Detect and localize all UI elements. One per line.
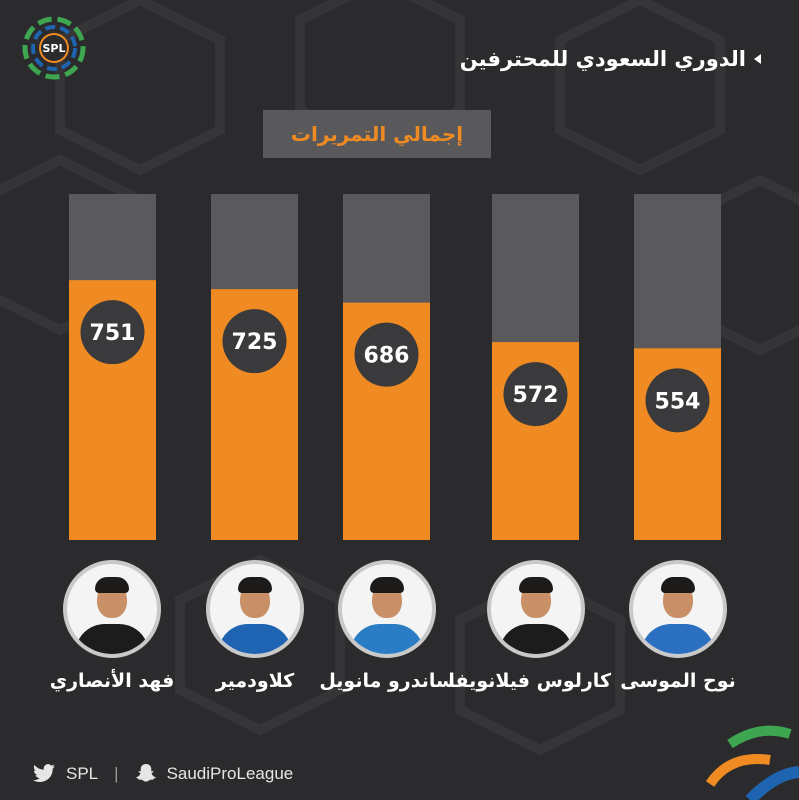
player-photo xyxy=(63,560,161,658)
player-card: كلاودمير xyxy=(180,560,330,692)
player-photo xyxy=(629,560,727,658)
metric-title: إجمالي التمريرات xyxy=(290,122,464,146)
value-label: 572 xyxy=(513,383,559,408)
value-badge xyxy=(645,368,710,433)
player-photo xyxy=(487,560,585,658)
value-badge xyxy=(503,362,568,427)
snapchat-handle: SaudiProLeague xyxy=(166,764,294,783)
player-photo xyxy=(338,560,436,658)
player-name: كلاودمير xyxy=(215,670,295,692)
value-badge xyxy=(222,309,287,374)
value-badge xyxy=(80,300,145,365)
value-badge xyxy=(354,322,419,387)
bullet-triangle-icon xyxy=(754,54,761,64)
bar-chart-svg: 751 725 686 572 554 xyxy=(69,194,721,540)
value-label: 725 xyxy=(232,330,278,355)
footer-separator: | xyxy=(114,764,119,783)
player-name: ساندرو مانويل xyxy=(319,670,455,692)
footer: SPL | SaudiProLeague xyxy=(32,762,293,786)
twitter-icon xyxy=(33,764,55,783)
bar-chart: 751 725 686 572 554 xyxy=(69,194,721,540)
metric-title-box: إجمالي التمريرات xyxy=(263,110,491,158)
value-label: 686 xyxy=(364,344,410,369)
logo-text: SPL xyxy=(43,42,66,55)
value-label: 751 xyxy=(90,321,136,346)
player-photo xyxy=(206,560,304,658)
player-card: ساندرو مانويل xyxy=(312,560,462,692)
twitter-handle: SPL xyxy=(66,764,99,783)
player-row: فهد الأنصاري كلاودمير ساندرو مانويل كارلوس … xyxy=(0,560,799,710)
player-card: كارلوس فيلانويفا xyxy=(448,560,611,692)
snapchat-icon xyxy=(135,764,156,782)
player-card: نوح الموسى xyxy=(603,560,753,692)
league-title: الدوري السعودي للمحترفين xyxy=(459,47,746,71)
player-card: فهد الأنصاري xyxy=(37,560,187,692)
player-name: فهد الأنصاري xyxy=(49,670,175,692)
player-name: نوح الموسى xyxy=(620,670,736,692)
brand-corner-mark xyxy=(705,725,799,800)
value-label: 554 xyxy=(655,389,701,414)
spl-logo: SPL xyxy=(22,16,86,80)
league-header: الدوري السعودي للمحترفين xyxy=(401,42,761,76)
player-name: كارلوس فيلانويفا xyxy=(448,670,611,692)
